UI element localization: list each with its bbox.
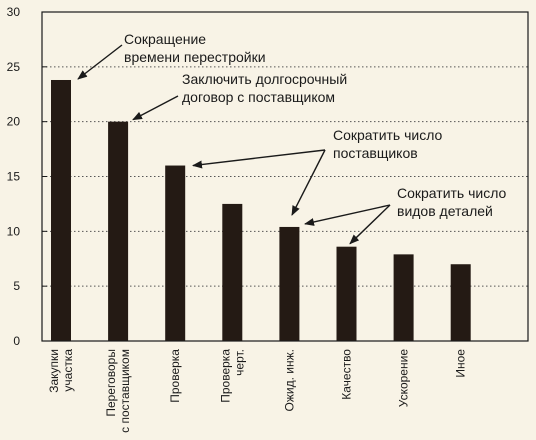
bar bbox=[108, 121, 129, 342]
annotation-text: Сократить число bbox=[333, 127, 443, 143]
bar bbox=[165, 165, 186, 341]
bar bbox=[279, 226, 300, 341]
y-tick-label: 0 bbox=[13, 334, 20, 348]
category-label: Ожид. инж. bbox=[282, 349, 296, 411]
category-labels: Закупки участка Переговоры с поставщиком Про… bbox=[47, 349, 468, 433]
category-label: Проверка bbox=[218, 349, 232, 403]
y-tick-label: 15 bbox=[7, 170, 21, 184]
y-tick-label: 10 bbox=[7, 224, 21, 238]
category-label: Переговоры bbox=[104, 349, 118, 417]
y-tick-label: 25 bbox=[7, 60, 21, 74]
category-label: участка bbox=[61, 349, 75, 392]
category-label: черт. bbox=[232, 349, 246, 376]
category-label: Проверка bbox=[168, 349, 182, 403]
y-tick-label: 5 bbox=[13, 279, 20, 293]
bar bbox=[222, 203, 243, 341]
annotation-arrow bbox=[291, 149, 326, 216]
annotations: Сокращение времени перестройки Заключить д… bbox=[77, 31, 507, 245]
y-tick-label: 30 bbox=[7, 5, 21, 19]
annotation-text: договор с поставщиком bbox=[182, 89, 335, 105]
category-label: Ускорение bbox=[397, 349, 411, 408]
bar bbox=[51, 79, 71, 341]
category-label: Закупки bbox=[47, 349, 61, 393]
bar bbox=[336, 246, 357, 341]
annotation-text: Заключить долгосрочный bbox=[182, 71, 347, 87]
annotation-text: поставщиков bbox=[333, 145, 418, 161]
bar bbox=[393, 254, 414, 341]
category-label: Качество bbox=[340, 349, 354, 400]
bars bbox=[51, 79, 471, 342]
y-tick-labels: 0 5 10 15 20 25 30 bbox=[7, 5, 21, 348]
annotation-text: времени перестройки bbox=[124, 49, 266, 65]
category-label: с поставщиком bbox=[118, 349, 132, 433]
annotation-arrow bbox=[77, 44, 123, 80]
annotation-text: Сокращение bbox=[124, 31, 206, 47]
y-tick-label: 20 bbox=[7, 115, 21, 129]
axes bbox=[41, 11, 529, 342]
bar bbox=[450, 264, 471, 341]
annotation-text: Сократить число bbox=[397, 185, 507, 201]
annotation-arrow bbox=[349, 204, 391, 245]
annotation-arrow bbox=[132, 95, 179, 121]
annotation-arrow bbox=[304, 204, 391, 226]
annotation-text: видов деталей bbox=[397, 203, 493, 219]
category-label: Иное bbox=[454, 349, 468, 378]
annotation-arrow bbox=[192, 149, 326, 169]
